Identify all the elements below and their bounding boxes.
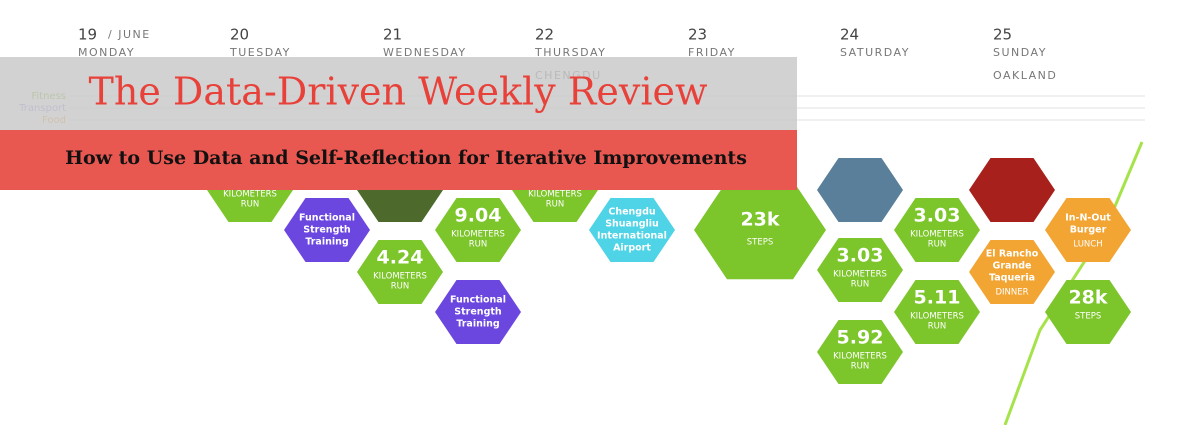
subtitle-band <box>0 130 797 190</box>
hexagon-label: RUN <box>546 200 565 210</box>
hexagon-value: 23k <box>740 209 779 231</box>
hexagon <box>435 280 521 344</box>
hexagon-item: 23k STEPS <box>694 180 826 280</box>
hexagon <box>435 198 521 262</box>
hexagon-label: KILOMETERS <box>528 190 582 200</box>
day-weekday: THURSDAY <box>534 46 606 59</box>
hexagon-name: Airport <box>613 243 651 254</box>
day-weekday: FRIDAY <box>688 46 736 59</box>
hexagon-name: In-N-Out <box>1065 213 1111 224</box>
hexagon <box>694 180 826 280</box>
hexagon-value: 3.03 <box>837 245 884 267</box>
hexagon-name: Strength <box>454 307 502 318</box>
title: The Data-Driven Weekly Review <box>89 70 708 114</box>
hexagon-name: Shuangliu <box>605 219 659 230</box>
hexagon-label: RUN <box>391 282 410 292</box>
day-weekday: MONDAY <box>78 46 135 59</box>
hexagon-label: STEPS <box>747 238 773 248</box>
hexagon-label: STEPS <box>1075 312 1101 322</box>
hexagon-value: 5.92 <box>837 327 884 349</box>
hexagon-note: DINNER <box>995 288 1028 298</box>
hexagon <box>817 238 903 302</box>
hexagon-name: Training <box>305 237 348 248</box>
hexagon-name: Training <box>456 319 499 330</box>
day-weekday: TUESDAY <box>229 46 291 59</box>
day-place: OAKLAND <box>993 69 1057 82</box>
hexagon-value: 3.03 <box>914 205 961 227</box>
hexagon <box>817 320 903 384</box>
hexagon <box>589 198 675 262</box>
title-band <box>0 57 797 130</box>
day-weekday: SATURDAY <box>840 46 910 59</box>
hexagon <box>969 240 1055 304</box>
hexagon-label: KILOMETERS <box>451 230 505 240</box>
day-date: 20 <box>230 26 249 44</box>
hexagon <box>1045 198 1131 262</box>
hexagon-name: Burger <box>1070 225 1107 236</box>
day-date: 24 <box>840 26 859 44</box>
hexagon-name: Grande <box>993 261 1032 272</box>
hexagon-grid: 8.51KILOMETERSRUNFunctionalStrengthTrain… <box>207 158 1131 384</box>
hexagon-label: KILOMETERS <box>223 190 277 200</box>
hexagon-label: KILOMETERS <box>910 312 964 322</box>
day-date: 25 <box>993 26 1012 44</box>
hexagon-value: 28k <box>1068 287 1107 309</box>
hexagon-name: El Rancho <box>986 249 1039 260</box>
day-month: / JUNE <box>108 28 151 41</box>
day-weekday: WEDNESDAY <box>383 46 467 59</box>
hexagon <box>894 198 980 262</box>
hexagon-label: RUN <box>928 322 947 332</box>
hexagon-item: 28k STEPS <box>1045 280 1131 344</box>
hexagon-name: Functional <box>450 295 506 306</box>
hexagon-label: RUN <box>241 200 260 210</box>
day-date: 19 <box>78 26 97 44</box>
hexagon-note: LUNCH <box>1073 240 1102 250</box>
hexagon-name: Chengdu <box>608 207 655 218</box>
hexagon <box>357 240 443 304</box>
hexagon <box>284 198 370 262</box>
hexagon-label: KILOMETERS <box>373 272 427 282</box>
hexagon-label: KILOMETERS <box>833 352 887 362</box>
hexagon-label: KILOMETERS <box>910 230 964 240</box>
hexagon-name: International <box>597 231 667 242</box>
day-date: 22 <box>535 26 554 44</box>
day-weekday: SUNDAY <box>993 46 1047 59</box>
hexagon <box>894 280 980 344</box>
day-date: 21 <box>383 26 402 44</box>
hexagon-label: KILOMETERS <box>833 270 887 280</box>
hexagon-value: 9.04 <box>455 205 502 227</box>
hexagon-name: Functional <box>299 213 355 224</box>
hexagon <box>1045 280 1131 344</box>
photo-hexagon <box>969 158 1055 222</box>
hexagon-label: RUN <box>851 280 870 290</box>
hexagon-label: RUN <box>851 362 870 372</box>
day-row: 19 / JUNE MONDAY 20 TUESDAY 21 WEDNESDAY 22 THUR… <box>78 26 1057 83</box>
photo-hexagon <box>817 158 903 222</box>
hexagon-label: RUN <box>928 240 947 250</box>
hexagon-name: Taqueria <box>989 273 1035 284</box>
banner: The Data-Driven Weekly Review How to Use… <box>0 57 797 190</box>
hexagon-value: 5.11 <box>914 287 961 309</box>
hexagon-value: 4.24 <box>377 247 424 269</box>
hexagon-label: RUN <box>469 240 488 250</box>
hexagon-name: Strength <box>303 225 351 236</box>
subtitle: How to Use Data and Self-Reflection for … <box>65 147 747 169</box>
day-date: 23 <box>688 26 707 44</box>
